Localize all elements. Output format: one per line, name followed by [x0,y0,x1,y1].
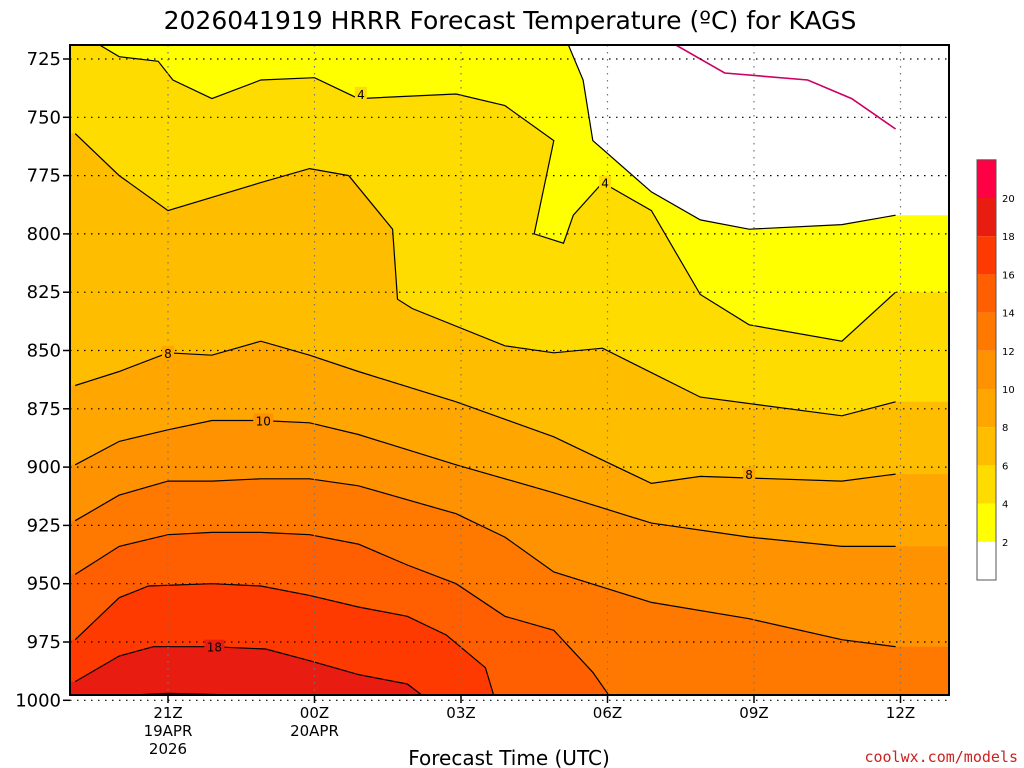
colorbar-segment-12_14 [977,312,996,351]
contour-label: 8 [745,468,753,482]
y-tick-label: 725 [27,49,61,70]
colorbar: 2 4 6 8 10 12 14 16 18 20 [976,159,1015,581]
y-tick-label: 825 [27,282,61,303]
y-tick-label: 950 [27,574,61,595]
contour-label-bg [204,639,225,653]
colorbar-frame [976,159,997,581]
contour-label-bg [354,86,367,100]
contour-line-10 [74,419,896,548]
colorbar-segment-8_10 [977,389,996,428]
colorbar-label: 18 [1002,232,1015,243]
x-tick-label: 06Z [593,704,622,722]
y-axis: 725 750 775 800 825 850 875 900 925 950 975 1000 [15,49,70,711]
x-tick-label: 03Z [446,704,475,722]
contour-line-6 [74,133,896,417]
contour-line-12 [74,478,896,648]
contour-line-4 [99,45,897,342]
contour-label-bg [162,345,174,359]
colorbar-label: 4 [1002,500,1008,511]
contour-label-bg [253,413,274,427]
colorbar-label: 16 [1002,270,1015,281]
contour-line-18 [74,646,423,695]
colorbar-segment-10_12 [977,350,996,389]
contour-line-2 [567,45,896,230]
colorbar-label: 20 [1002,194,1015,205]
x-tick-label: 21Z [153,704,182,722]
colorbar-label: 14 [1002,309,1015,320]
fill-band-18 [70,646,422,695]
y-tick-label: 1000 [15,690,61,711]
y-tick-label: 925 [27,515,61,536]
contour-labels: 4 4 8 10 8 18 [162,86,756,655]
y-tick-label: 875 [27,399,61,420]
y-tick-label: 850 [27,341,61,362]
plot-frame [69,44,950,696]
y-tick-label: 800 [27,224,61,245]
x-axis-label: Forecast Time (UTC) [408,746,610,768]
contour-label-bg [599,175,612,189]
colorbar-label: 12 [1002,347,1015,358]
credit-text: coolwx.com/models [864,748,1018,766]
contour-label: 4 [601,177,609,191]
colorbar-segment-16_18 [977,236,996,275]
colorbar-label: 6 [1002,461,1008,472]
colorbar-segment-below_2 [977,541,996,580]
colorbar-segment-2_4 [977,503,996,542]
contour-label-bg [743,467,756,481]
y-tick-label: 900 [27,457,61,478]
y-tick-label: 975 [27,632,61,653]
colorbar-label: 8 [1002,423,1008,434]
contour-line-16 [74,583,495,695]
chart-title: 2026041919 HRRR Forecast Temperature (ºC… [164,6,857,35]
x-tick-label: 12Z [886,704,915,722]
colorbar-segment-4_6 [977,465,996,504]
contour-line-14 [74,531,610,695]
contour-label: 10 [256,414,271,428]
x-tick-label: 09Z [739,704,768,722]
y-tick-label: 775 [27,166,61,187]
contour-label: 18 [207,641,222,655]
y-tick-label: 750 [27,107,61,128]
contour-label: 8 [164,347,172,361]
x-tick-date: 19APR [144,722,193,740]
contour-label: 4 [357,88,365,102]
colorbar-segment-above_20 [977,159,996,198]
colorbar-segment-14_16 [977,274,996,313]
colorbar-label: 2 [1002,538,1008,549]
x-tick-year: 2026 [149,740,187,758]
x-tick-label: 00Z [300,704,329,722]
colorbar-segment-18_20 [977,198,996,237]
plot-area [70,45,949,695]
colorbar-label: 10 [1002,385,1015,396]
x-tick-date: 20APR [290,722,339,740]
contour-line-0 [675,45,897,130]
colorbar-segment-6_8 [977,427,996,466]
